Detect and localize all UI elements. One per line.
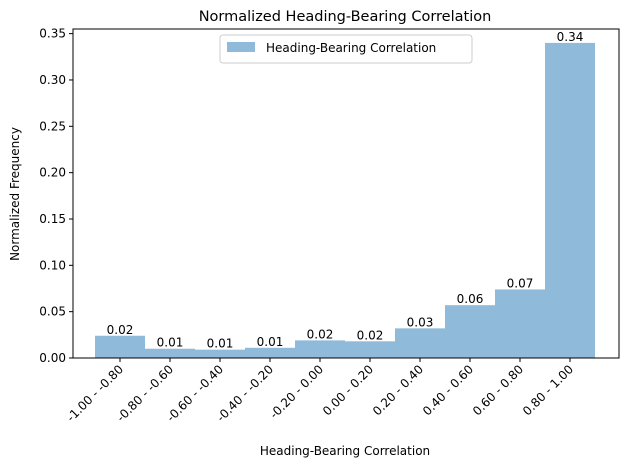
x-axis-label: Heading-Bearing Correlation — [260, 444, 430, 458]
legend-swatch — [227, 42, 255, 52]
x-tick-label: 0.80 - 1.00 — [520, 362, 576, 418]
y-tick-label: 0.25 — [39, 119, 66, 133]
x-tick-label: 0.00 - 0.20 — [320, 362, 376, 418]
bar — [245, 347, 295, 358]
legend-box — [219, 34, 473, 64]
bar — [95, 335, 145, 358]
bar — [495, 289, 545, 358]
bar-value-label: 0.01 — [207, 337, 234, 351]
bar — [145, 348, 195, 358]
bar — [195, 349, 245, 358]
y-tick-label: 0.35 — [39, 27, 66, 41]
bar-value-label: 0.02 — [107, 323, 134, 337]
y-tick-label: 0.20 — [39, 166, 66, 180]
bar-value-label: 0.34 — [557, 30, 584, 44]
bar — [295, 340, 345, 358]
x-tick-label: -0.20 - 0.00 — [267, 362, 326, 421]
y-tick-label: 0.15 — [39, 212, 66, 226]
y-tick-label: 0.00 — [39, 351, 66, 365]
bar-value-label: 0.01 — [157, 336, 184, 350]
bar — [545, 42, 595, 359]
y-tick-label: 0.10 — [39, 258, 66, 272]
bar-value-label: 0.03 — [407, 315, 434, 329]
x-tick-label: 0.60 - 0.80 — [470, 362, 526, 418]
bar-value-label: 0.01 — [257, 335, 284, 349]
y-tick-label: 0.05 — [39, 305, 66, 319]
x-tick-label: 0.20 - 0.40 — [370, 362, 426, 418]
chart-title: Normalized Heading-Bearing Correlation — [199, 9, 492, 25]
bar — [445, 305, 495, 358]
x-tick-label: 0.40 - 0.60 — [420, 362, 476, 418]
legend: Heading-Bearing Correlation — [219, 34, 473, 64]
plot-frame — [72, 28, 620, 359]
bar — [345, 341, 395, 358]
bar-value-label: 0.02 — [307, 327, 334, 341]
y-tick-label: 0.30 — [39, 73, 66, 87]
bar-value-label: 0.06 — [457, 292, 484, 306]
bar-value-label: 0.07 — [507, 276, 534, 290]
bar — [395, 328, 445, 358]
legend-label: Heading-Bearing Correlation — [266, 41, 436, 55]
bar-value-label: 0.02 — [357, 328, 384, 342]
y-axis-label: Normalized Frequency — [8, 127, 22, 261]
